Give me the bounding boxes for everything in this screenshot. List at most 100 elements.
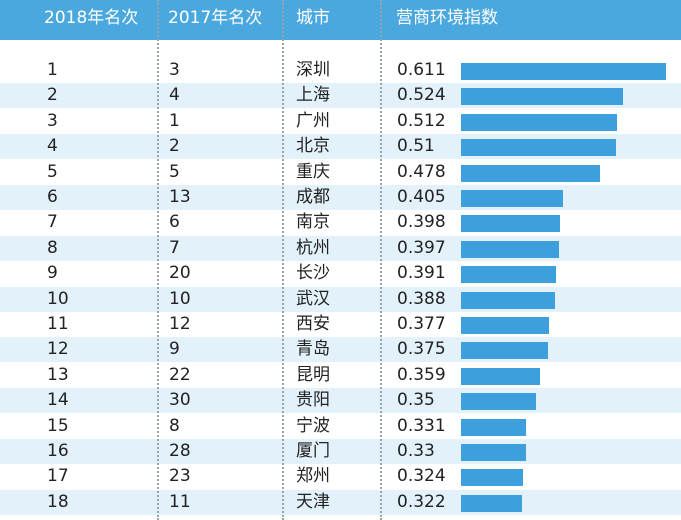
header-rank-2018: 2018年名次 <box>44 8 139 28</box>
rank-2017-cell: 10 <box>169 288 191 309</box>
city-cell: 南京 <box>296 212 330 233</box>
index-bar <box>461 469 523 487</box>
rank-2017-cell: 4 <box>169 85 180 106</box>
table-header: 2018年名次 2017年名次 城市 营商环境指数 <box>0 0 681 40</box>
table-row: 17 23 郑州 0.324 <box>0 464 681 489</box>
rank-2018-cell: 9 <box>47 263 58 284</box>
index-value-label: 0.398 <box>397 212 446 233</box>
index-value-label: 0.397 <box>397 237 446 258</box>
rank-2018-cell: 7 <box>47 212 58 233</box>
rank-2018-cell: 1 <box>47 60 58 80</box>
index-value-label: 0.359 <box>397 364 446 385</box>
rank-2017-cell: 22 <box>169 364 191 385</box>
table-row: 1 3 深圳 0.611 <box>0 58 681 83</box>
column-divider <box>157 0 159 520</box>
rank-2017-cell: 1 <box>169 110 180 131</box>
rank-2018-cell: 13 <box>47 364 69 385</box>
index-bar <box>461 317 550 334</box>
city-cell: 西安 <box>296 314 330 334</box>
header-city: 城市 <box>296 8 330 28</box>
table-row: 14 30 贵阳 0.35 <box>0 388 681 414</box>
index-bar <box>461 393 536 411</box>
index-value-label: 0.51 <box>397 136 435 157</box>
index-bar <box>461 240 560 258</box>
table-row: 10 10 武汉 0.388 <box>0 286 681 312</box>
index-bar <box>461 342 549 360</box>
index-value-label: 0.512 <box>397 110 446 131</box>
city-cell: 青岛 <box>296 339 330 360</box>
table-row: 16 28 厦门 0.33 <box>0 439 681 464</box>
index-value-label: 0.375 <box>397 339 446 360</box>
rank-2018-cell: 4 <box>47 136 58 157</box>
index-bar <box>461 291 555 309</box>
index-bar <box>461 88 623 106</box>
rank-2017-cell: 6 <box>169 212 180 233</box>
index-value-label: 0.322 <box>397 491 446 512</box>
index-bar <box>461 190 564 207</box>
table-row: 2 4 上海 0.524 <box>0 83 681 109</box>
rank-2018-cell: 2 <box>47 85 58 106</box>
table-row: 6 13 成都 0.405 <box>0 185 681 210</box>
rank-2018-cell: 11 <box>47 314 69 334</box>
city-cell: 杭州 <box>296 237 330 258</box>
city-cell: 成都 <box>296 187 330 207</box>
table-row: 12 9 青岛 0.375 <box>0 337 681 363</box>
index-bar <box>461 113 617 131</box>
index-bar <box>461 164 600 182</box>
city-cell: 昆明 <box>296 364 330 385</box>
rank-2017-cell: 20 <box>169 263 191 284</box>
index-value-label: 0.478 <box>397 161 446 182</box>
city-cell: 深圳 <box>296 60 330 80</box>
city-cell: 长沙 <box>296 263 330 284</box>
index-value-label: 0.331 <box>397 415 446 436</box>
table-row: 3 1 广州 0.512 <box>0 109 681 134</box>
city-cell: 广州 <box>296 110 330 131</box>
index-value-label: 0.377 <box>397 314 446 334</box>
table-row: 9 20 长沙 0.391 <box>0 261 681 286</box>
rank-2017-cell: 12 <box>169 314 191 334</box>
index-bar <box>461 63 666 80</box>
city-cell: 郑州 <box>296 466 330 487</box>
rank-2017-cell: 23 <box>169 466 191 487</box>
rank-2018-cell: 3 <box>47 110 58 131</box>
column-divider <box>380 0 382 520</box>
table-row: 18 11 天津 0.322 <box>0 489 681 515</box>
table-row: 5 5 重庆 0.478 <box>0 160 681 185</box>
city-cell: 武汉 <box>296 288 330 309</box>
rank-2018-cell: 5 <box>47 161 58 182</box>
index-bar <box>461 139 616 157</box>
city-cell: 天津 <box>296 491 330 512</box>
index-bar <box>461 215 560 233</box>
rank-2017-cell: 2 <box>169 136 180 157</box>
index-value-label: 0.388 <box>397 288 446 309</box>
rank-2018-cell: 12 <box>47 339 69 360</box>
rank-2018-cell: 6 <box>47 187 58 207</box>
rank-2017-cell: 9 <box>169 339 180 360</box>
index-value-label: 0.33 <box>397 441 435 461</box>
index-bar <box>461 266 557 284</box>
rank-2017-cell: 3 <box>169 60 180 80</box>
rank-2017-cell: 11 <box>169 491 191 512</box>
rank-2017-cell: 30 <box>169 390 191 411</box>
rank-2017-cell: 13 <box>169 187 191 207</box>
index-value-label: 0.35 <box>397 390 435 411</box>
table-row: 11 12 西安 0.377 <box>0 312 681 337</box>
rank-2018-cell: 10 <box>47 288 69 309</box>
rank-2017-cell: 5 <box>169 161 180 182</box>
city-cell: 北京 <box>296 136 330 157</box>
rank-2018-cell: 18 <box>47 491 69 512</box>
table-row: 8 7 杭州 0.397 <box>0 235 681 261</box>
index-bar <box>461 418 527 436</box>
city-cell: 宁波 <box>296 415 330 436</box>
index-value-label: 0.324 <box>397 466 446 487</box>
rank-2017-cell: 8 <box>169 415 180 436</box>
rank-2018-cell: 17 <box>47 466 69 487</box>
city-cell: 厦门 <box>296 441 330 461</box>
rank-2018-cell: 8 <box>47 237 58 258</box>
header-index: 营商环境指数 <box>396 8 498 28</box>
index-bar <box>461 367 541 385</box>
table-row: 7 6 南京 0.398 <box>0 210 681 235</box>
index-bar <box>461 494 522 512</box>
rank-2018-cell: 14 <box>47 390 69 411</box>
table-row: 13 22 昆明 0.359 <box>0 363 681 388</box>
